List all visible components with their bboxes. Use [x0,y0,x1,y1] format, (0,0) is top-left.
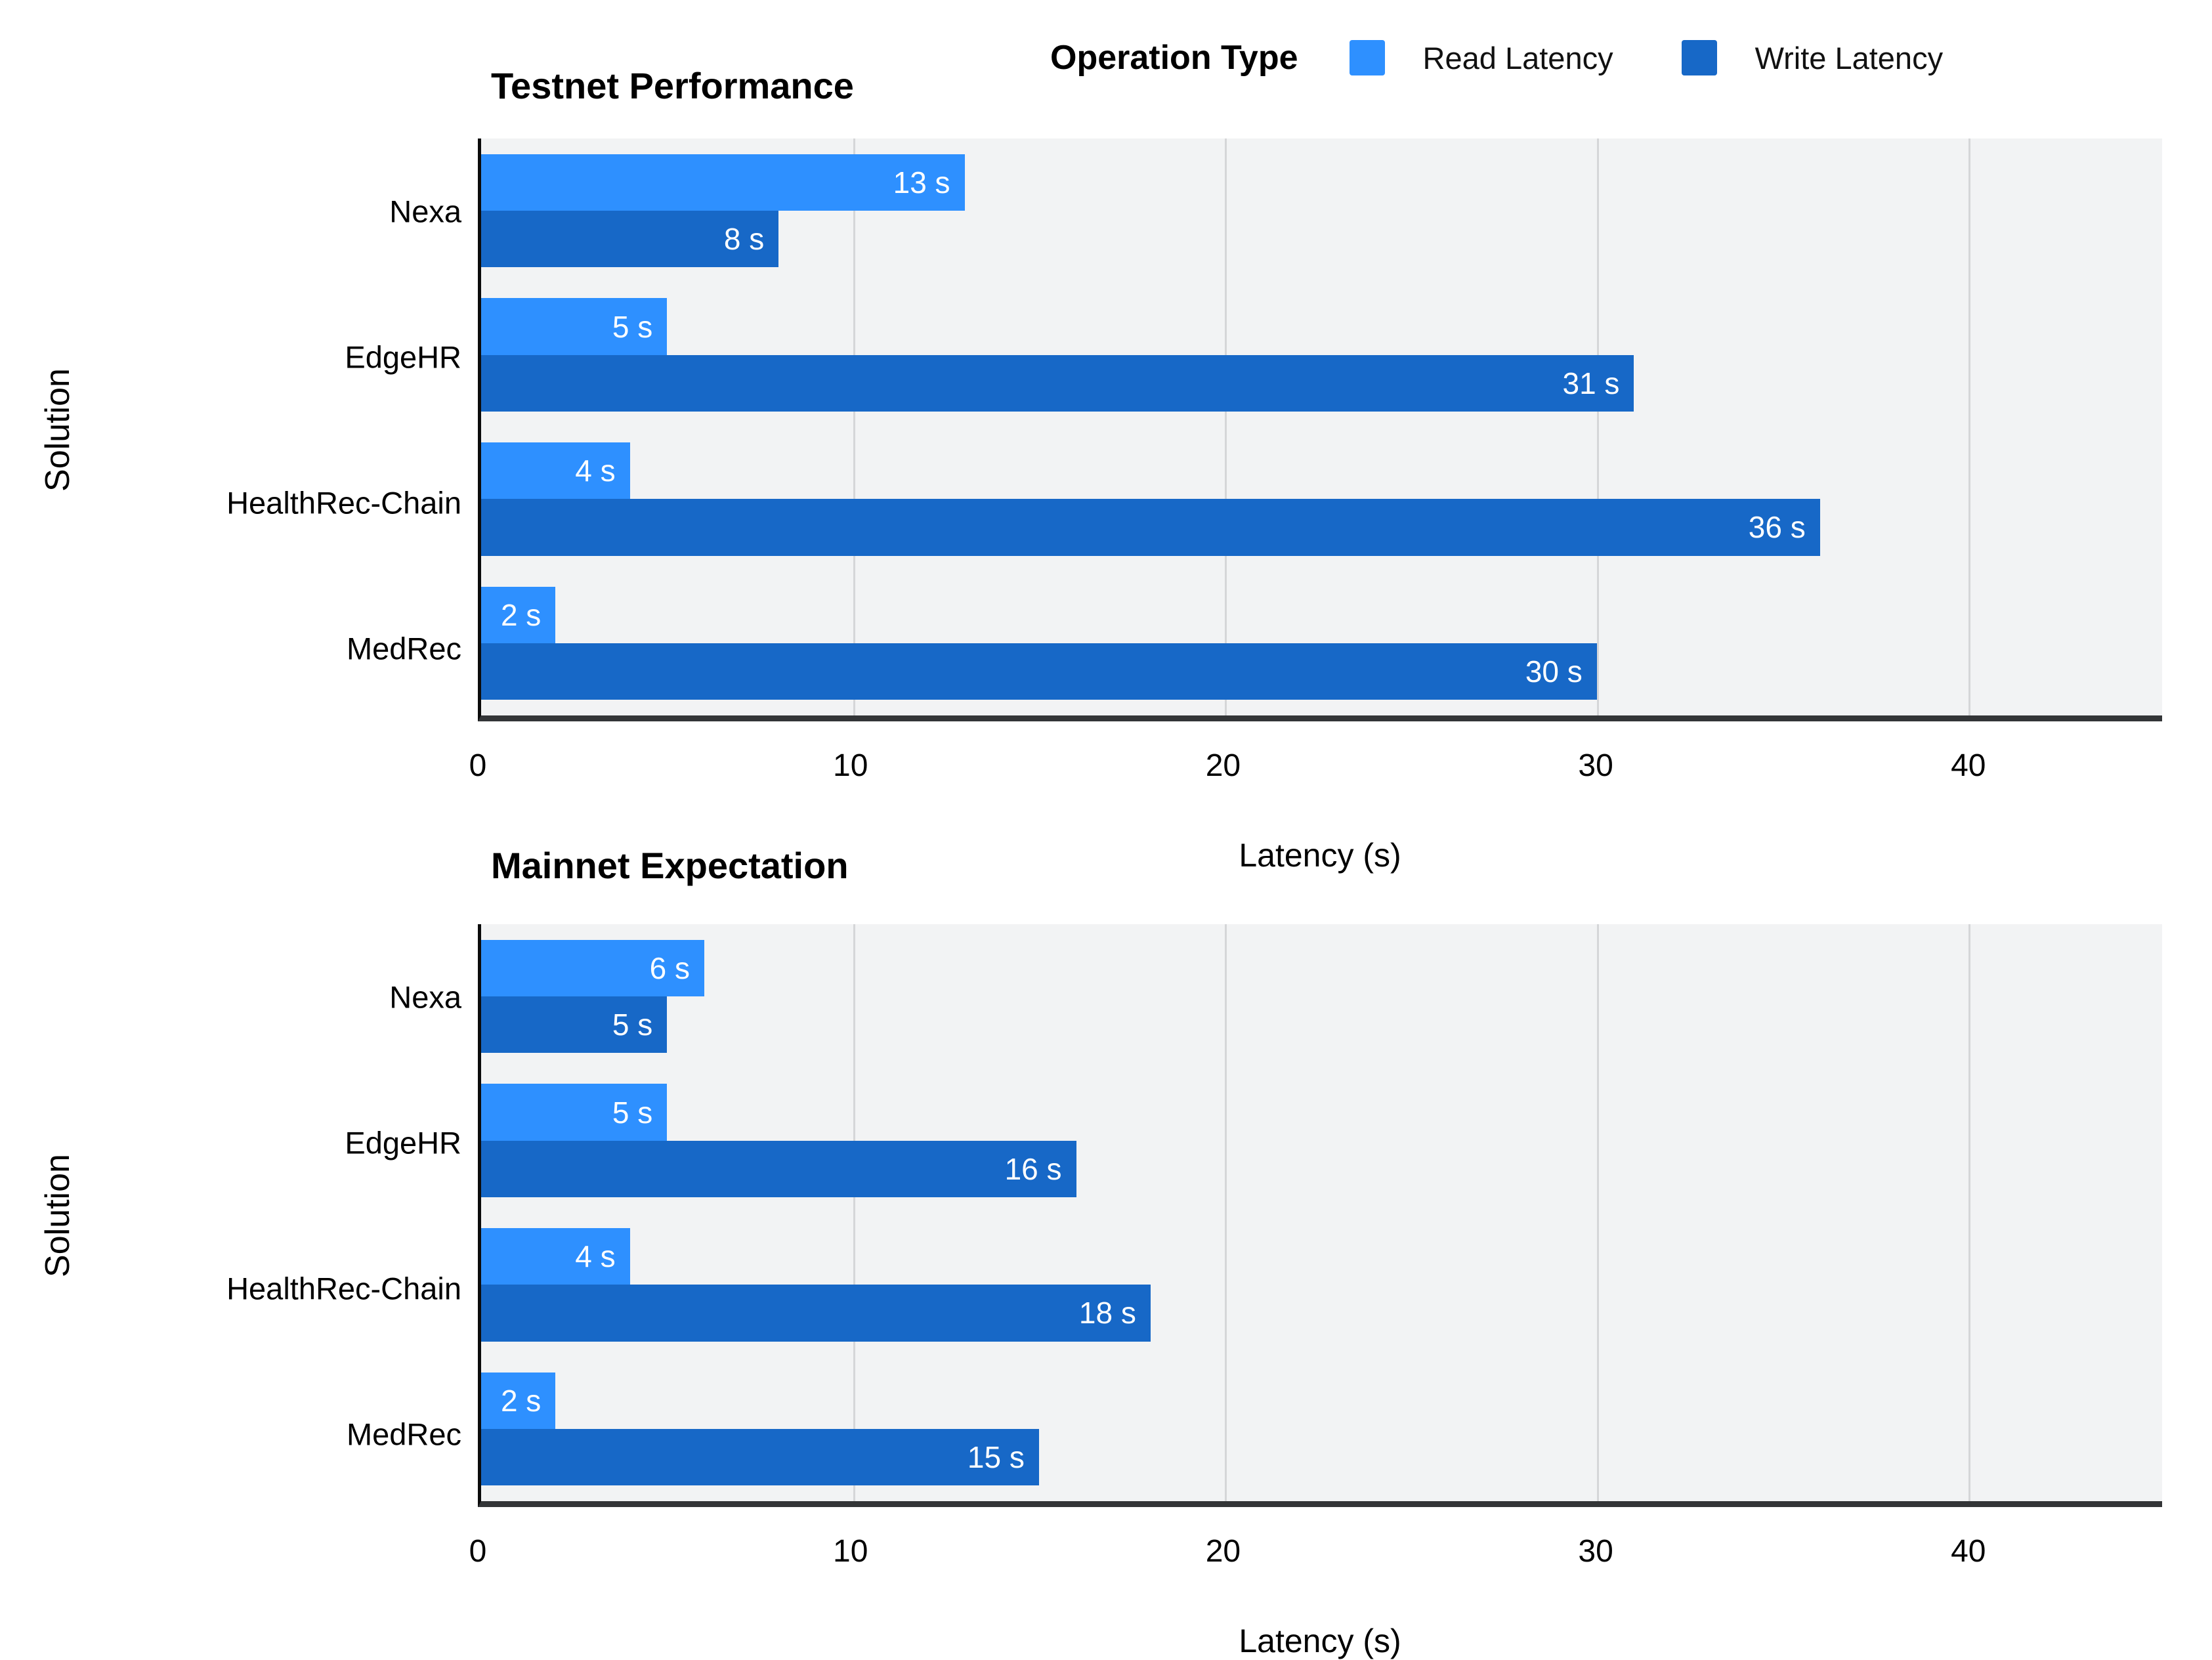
chart-title-mainnet: Mainnet Expectation [491,845,849,886]
bar-healthrec-chain-write-latency: 18 s [481,1285,1151,1342]
x-tick-30: 30 [1578,748,1613,783]
category-label-edgehr: EdgeHR [345,339,461,375]
write-latency-swatch-icon [1681,40,1717,75]
bar-healthrec-chain-read-latency: 4 s [481,1228,630,1285]
x-tick-20: 20 [1205,1534,1241,1569]
chart-mainnet-expectation: Solution Nexa EdgeHR HealthRec-Chain MedRec… [0,924,2212,1659]
bar-edgehr-write-latency: 31 s [481,354,1634,412]
x-tick-40: 40 [1951,1534,1986,1569]
gridline-x-30 [1596,924,1599,1501]
chart-testnet-performance: Solution Nexa EdgeHR HealthRec-Chain MedRec… [0,138,2212,874]
gridline-x-40 [1968,924,1971,1501]
x-axis-title: Latency (s) [1239,1623,1401,1659]
bar-value-label: 5 s [612,1007,653,1042]
bar-value-label: 2 s [500,598,542,633]
bar-value-label: 6 s [649,950,690,985]
bar-value-label: 5 s [612,309,653,344]
x-tick-30: 30 [1578,1534,1613,1569]
x-tick-0: 0 [469,748,487,783]
legend: Operation Type Read Latency Write Latenc… [1050,38,1943,77]
gridline-x-20 [1225,138,1227,715]
x-axis-tick-labels: 0 10 20 30 40 [469,748,2162,787]
bar-edgehr-write-latency: 16 s [481,1140,1076,1197]
gridline-x-30 [1596,138,1599,715]
legend-label: Write Latency [1755,40,1944,75]
y-axis-category-labels: Nexa EdgeHR HealthRec-Chain MedRec [0,138,461,721]
bar-value-label: 18 s [1078,1296,1136,1330]
bar-value-label: 8 s [723,221,765,256]
category-label-medrec: MedRec [346,1416,461,1452]
bar-value-label: 2 s [500,1384,542,1418]
bar-medrec-read-latency: 2 s [481,1372,556,1430]
category-label-nexa: Nexa [389,979,461,1015]
x-tick-20: 20 [1205,748,1241,783]
category-label-medrec: MedRec [346,631,461,666]
plot-area: 13 s 8 s 5 s 31 s 4 s 36 s 2 s 30 s [478,138,2162,721]
bar-value-label: 16 s [1004,1151,1062,1186]
legend-item-write-latency: Write Latency [1681,40,1944,76]
bar-value-label: 13 s [893,165,950,200]
x-tick-0: 0 [469,1534,487,1569]
bar-value-label: 31 s [1562,366,1620,400]
category-label-healthrec-chain: HealthRec-Chain [226,485,461,521]
bar-value-label: 5 s [612,1095,653,1130]
legend-label: Read Latency [1422,40,1613,75]
bar-value-label: 30 s [1525,654,1583,689]
bar-medrec-read-latency: 2 s [481,586,556,644]
plot-area: 6 s 5 s 5 s 16 s 4 s 18 s 2 s 15 s [478,924,2162,1507]
gridline-x-10 [853,138,855,715]
bar-value-label: 4 s [575,454,616,488]
bar-edgehr-read-latency: 5 s [481,1084,668,1141]
gridline-x-40 [1968,138,1971,715]
y-axis-category-labels: Nexa EdgeHR HealthRec-Chain MedRec [0,924,461,1507]
bar-nexa-write-latency: 8 s [481,210,779,268]
x-tick-10: 10 [832,748,868,783]
bar-value-label: 4 s [575,1239,616,1274]
bar-medrec-write-latency: 15 s [481,1429,1039,1486]
gridline-x-20 [1225,924,1227,1501]
x-axis-tick-labels: 0 10 20 30 40 [469,1533,2162,1573]
legend-title: Operation Type [1050,39,1298,77]
bar-medrec-write-latency: 30 s [481,643,1597,700]
x-tick-10: 10 [832,1534,868,1569]
bar-value-label: 15 s [967,1440,1025,1475]
category-label-healthrec-chain: HealthRec-Chain [226,1271,461,1306]
read-latency-swatch-icon [1349,40,1385,75]
bar-healthrec-chain-write-latency: 36 s [481,499,1820,556]
legend-item-read-latency: Read Latency [1349,40,1613,76]
x-tick-40: 40 [1951,748,1986,783]
chart-title-testnet: Testnet Performance [491,65,854,106]
bar-nexa-read-latency: 6 s [481,939,704,996]
bar-nexa-read-latency: 13 s [481,154,965,211]
x-axis-title: Latency (s) [1239,837,1401,874]
bar-nexa-write-latency: 5 s [481,996,668,1053]
bar-value-label: 36 s [1748,510,1806,545]
bar-healthrec-chain-read-latency: 4 s [481,442,630,500]
bar-edgehr-read-latency: 5 s [481,298,668,355]
category-label-edgehr: EdgeHR [345,1125,461,1160]
category-label-nexa: Nexa [389,194,461,229]
gridline-x-10 [853,924,855,1501]
